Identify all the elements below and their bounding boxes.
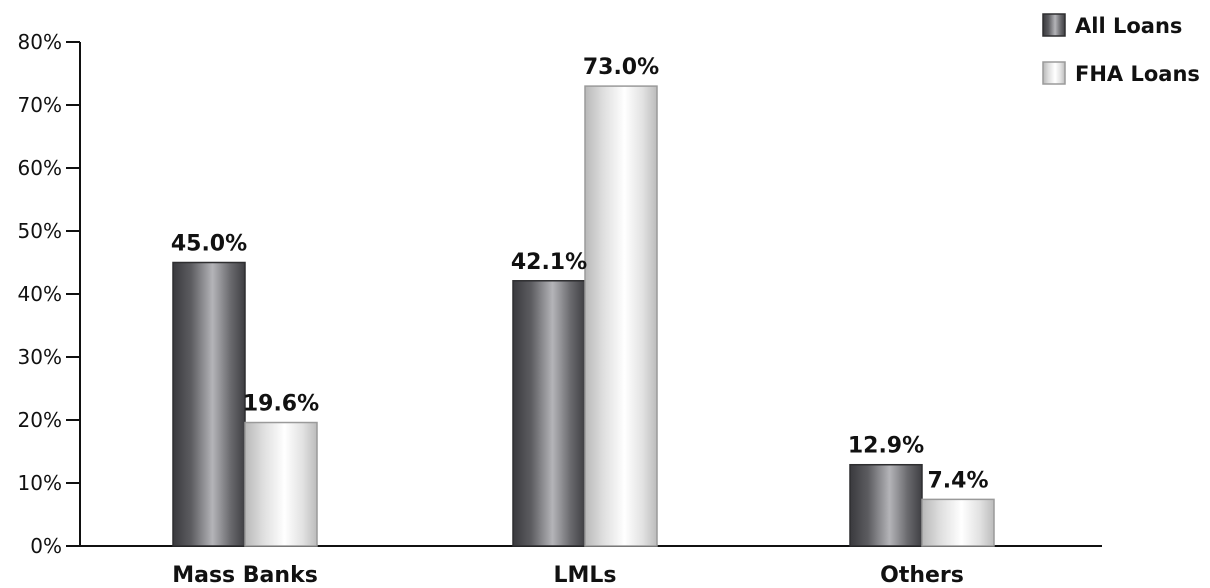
data-label: 7.4%: [927, 468, 988, 493]
x-category-label: Mass Banks: [172, 563, 318, 584]
data-label: 19.6%: [243, 392, 319, 417]
legend-swatch: [1042, 61, 1066, 85]
y-tick-label: 30%: [18, 345, 62, 369]
bar-fha-loans: [584, 85, 658, 547]
y-tick-label: 50%: [18, 219, 62, 243]
data-label: 73.0%: [583, 55, 659, 80]
bar-all-loans: [512, 280, 586, 547]
bar-all-loans: [172, 261, 246, 547]
labels-layer: 45.0% 42.1% 12.9% 19.6% 73.0% 7.4%: [171, 55, 989, 493]
legend-label: FHA Loans: [1075, 62, 1200, 86]
legend-label: All Loans: [1075, 14, 1182, 38]
legend: All Loans FHA Loans: [1042, 13, 1200, 86]
data-label: 42.1%: [511, 250, 587, 275]
bar-fha-loans: [244, 421, 318, 547]
y-tick-label: 70%: [18, 93, 62, 117]
bars-layer: [172, 85, 995, 547]
y-tick-label: 20%: [18, 408, 62, 432]
data-label: 45.0%: [171, 232, 247, 257]
x-category-label: LMLs: [553, 563, 616, 584]
y-tick-label: 0%: [30, 534, 62, 558]
y-tick-label: 40%: [18, 282, 62, 306]
bar-all-loans: [849, 463, 923, 547]
legend-swatch: [1042, 13, 1066, 37]
x-category-label: Others: [880, 563, 964, 584]
y-tick-label: 80%: [18, 30, 62, 54]
y-tick-label: 10%: [18, 471, 62, 495]
y-tick-label: 60%: [18, 156, 62, 180]
bar-fha-loans: [921, 498, 995, 547]
data-label: 12.9%: [848, 434, 924, 459]
